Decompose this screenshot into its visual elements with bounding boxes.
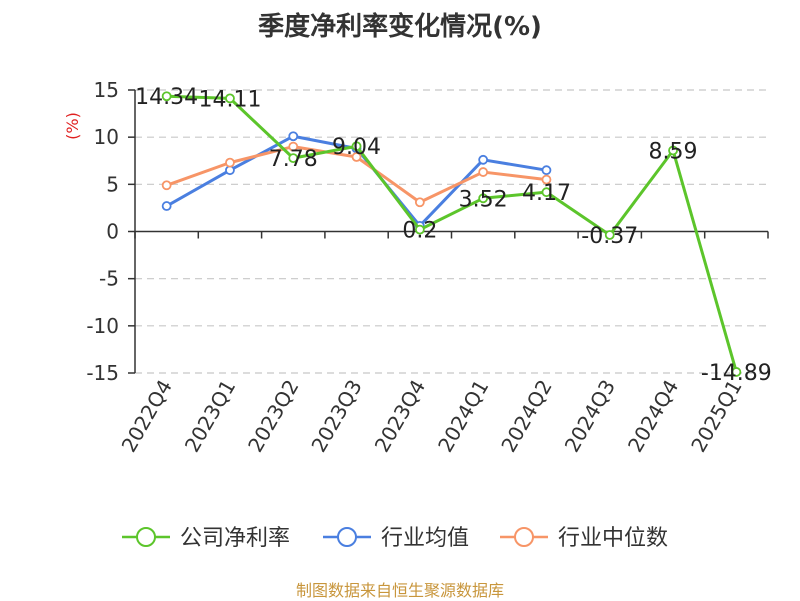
series-line (166, 94, 738, 373)
x-tick-label: 2024Q3 (560, 376, 620, 457)
data-point (478, 193, 489, 204)
data-point (288, 153, 299, 164)
data-point (161, 201, 172, 211)
x-tick-label: 2023Q1 (180, 376, 240, 457)
data-point (414, 197, 425, 208)
data-point (478, 167, 489, 177)
y-tick-label: -15 (86, 361, 119, 385)
data-point (478, 154, 489, 165)
data-label: -0.37 (581, 224, 638, 249)
data-point (351, 141, 362, 152)
chart-title: 季度净利率变化情况(%) (258, 12, 542, 42)
y-tick-label: -10 (86, 314, 119, 338)
legend-marker (337, 527, 357, 547)
data-point (414, 224, 425, 235)
legend-label: 行业均值 (381, 526, 469, 551)
data-point (225, 157, 235, 168)
legend-marker (136, 527, 156, 547)
data-label: 7.78 (269, 147, 318, 172)
data-point (668, 145, 678, 156)
data-label: -14.89 (701, 361, 772, 386)
data-point (161, 180, 172, 191)
data-label: 4.17 (522, 181, 571, 206)
x-tick-label: 2025Q1 (686, 376, 746, 457)
data-point (288, 141, 299, 152)
data-label: 3.52 (459, 187, 508, 212)
y-tick-label: 15 (94, 78, 119, 102)
y-tick-label: 10 (94, 125, 119, 149)
x-tick-label: 2023Q2 (243, 376, 303, 457)
data-point (161, 91, 172, 102)
y-tick-label: -5 (99, 267, 119, 291)
data-point (541, 174, 552, 185)
x-tick-label: 2024Q4 (623, 376, 683, 457)
data-point (288, 131, 299, 142)
data-label: 0.2 (402, 219, 437, 244)
data-label: 14.11 (198, 87, 261, 112)
x-tick-label: 2022Q4 (117, 376, 177, 457)
data-label: 9.04 (332, 135, 381, 160)
source-note: 制图数据来自恒生聚源数据库 (295, 581, 504, 600)
y-tick-label: 5 (106, 172, 119, 196)
x-tick-label: 2023Q3 (306, 376, 366, 457)
data-point (541, 165, 552, 176)
y-axis-label: (%) (63, 112, 82, 140)
data-label: 8.59 (649, 139, 698, 164)
y-tick-label: 0 (106, 220, 119, 244)
x-tick-label: 2023Q4 (370, 376, 430, 457)
legend-label: 公司净利率 (180, 526, 290, 551)
data-point (731, 367, 742, 377)
data-label: 14.34 (135, 85, 198, 110)
data-point (604, 230, 615, 240)
data-point (225, 93, 235, 104)
legend-marker (514, 527, 534, 547)
x-tick-label: 2024Q2 (496, 376, 556, 457)
x-tick-label: 2024Q1 (433, 376, 493, 457)
data-point (351, 152, 362, 162)
legend-label: 行业中位数 (558, 526, 668, 551)
data-point (541, 187, 552, 198)
